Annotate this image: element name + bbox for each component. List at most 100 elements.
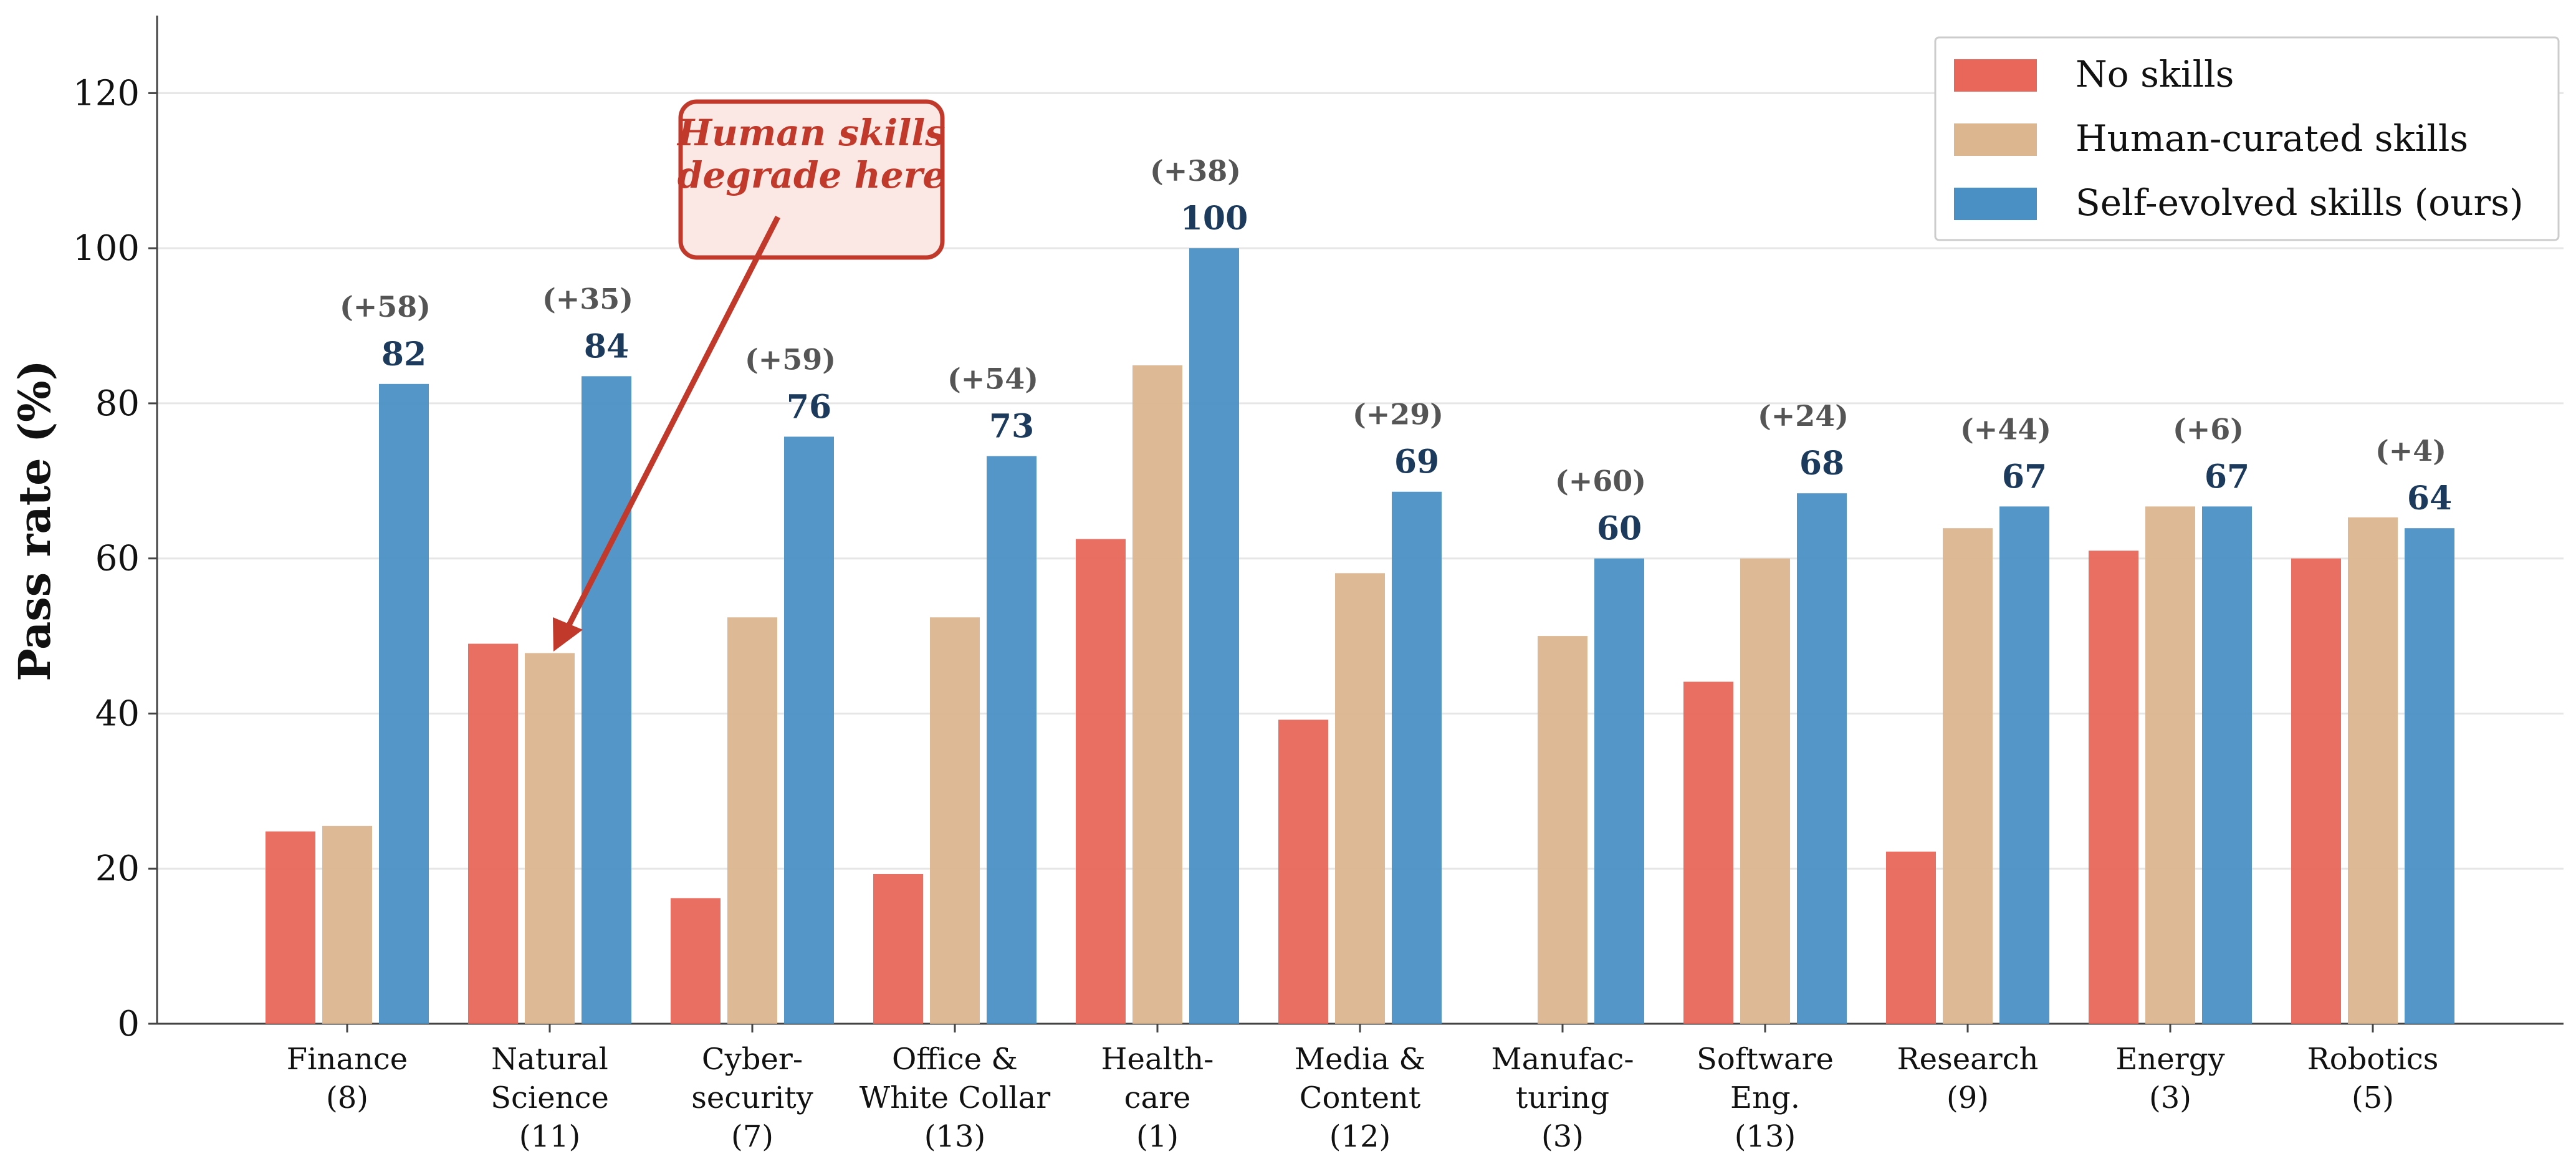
value-label: 73 bbox=[989, 408, 1034, 446]
bar-self-evolved bbox=[784, 436, 834, 1024]
delta-label: (+35) bbox=[542, 282, 633, 315]
bar-human-curated bbox=[322, 825, 372, 1024]
y-tick-label: 80 bbox=[95, 383, 140, 424]
x-tick-label: (8) bbox=[326, 1080, 368, 1115]
y-tick-label: 120 bbox=[73, 73, 140, 113]
x-tick-label: (9) bbox=[1946, 1080, 1989, 1115]
annotation-arrow-line bbox=[561, 215, 781, 637]
value-label: 67 bbox=[2205, 458, 2249, 496]
bar-no-skills bbox=[1278, 719, 1328, 1024]
x-tick-label: White Collar bbox=[859, 1080, 1051, 1115]
bar-human-curated bbox=[1132, 365, 1182, 1024]
delta-label: (+6) bbox=[2173, 412, 2244, 446]
bar-human-curated bbox=[727, 617, 777, 1024]
x-tick-label: Health- bbox=[1101, 1042, 1214, 1077]
value-label: 68 bbox=[1799, 445, 1844, 483]
delta-label: (+59) bbox=[745, 342, 836, 376]
bar-no-skills bbox=[671, 898, 721, 1024]
value-label: 67 bbox=[2002, 458, 2047, 496]
delta-label: (+60) bbox=[1555, 464, 1646, 498]
x-tick-label: turing bbox=[1516, 1080, 1609, 1115]
bar-no-skills bbox=[468, 643, 518, 1024]
x-tick-label: Finance bbox=[287, 1042, 408, 1077]
legend-label: Human-curated skills bbox=[2076, 117, 2468, 160]
x-tick-label: (7) bbox=[731, 1119, 773, 1154]
bar-self-evolved bbox=[2202, 506, 2252, 1024]
y-tick-labels: 0 20 40 60 80 100 120 bbox=[73, 73, 140, 1044]
x-tick-label: (3) bbox=[2149, 1080, 2191, 1115]
x-tick-label: (5) bbox=[2352, 1080, 2394, 1115]
x-tick-label: Manufac- bbox=[1491, 1042, 1634, 1077]
value-label: 84 bbox=[584, 327, 629, 365]
x-tick-label: Eng. bbox=[1730, 1080, 1800, 1115]
y-tick-label: 40 bbox=[95, 693, 140, 734]
bar-human-curated bbox=[1943, 528, 1993, 1024]
x-tick-label: Software bbox=[1697, 1042, 1834, 1077]
value-label: 76 bbox=[787, 388, 831, 426]
x-tick-label: (13) bbox=[1735, 1119, 1796, 1154]
legend-swatch bbox=[1954, 59, 2037, 92]
bar-self-evolved bbox=[1999, 506, 2049, 1024]
x-tick-label: (11) bbox=[519, 1119, 581, 1154]
bar-self-evolved bbox=[582, 376, 631, 1024]
legend-label: No skills bbox=[2076, 53, 2234, 95]
y-axis-label: Pass rate (%) bbox=[9, 360, 60, 681]
legend: No skills Human-curated skills Self-evolve… bbox=[1934, 36, 2560, 241]
bar-self-evolved bbox=[1594, 558, 1644, 1024]
annotation-text: Human skills bbox=[676, 112, 946, 154]
y-tick-label: 60 bbox=[95, 539, 140, 579]
x-tick-label: Natural bbox=[491, 1042, 608, 1077]
annotation-box bbox=[678, 99, 945, 260]
x-tick-label: (3) bbox=[1541, 1119, 1584, 1154]
delta-label: (+54) bbox=[947, 362, 1038, 396]
x-tick-label: security bbox=[691, 1080, 813, 1115]
y-tick-label: 20 bbox=[95, 849, 140, 889]
bar-human-curated bbox=[2348, 517, 2398, 1024]
delta-label: (+38) bbox=[1150, 154, 1241, 188]
value-label: 60 bbox=[1597, 510, 1642, 548]
bar-no-skills bbox=[1886, 851, 1936, 1024]
delta-label: (+29) bbox=[1353, 398, 1444, 431]
legend-label: Self-evolved skills (ours) bbox=[2076, 181, 2524, 224]
legend-swatch bbox=[1954, 123, 2037, 156]
bar-self-evolved bbox=[1797, 493, 1847, 1024]
bar-no-skills bbox=[2291, 558, 2341, 1024]
delta-label: (+58) bbox=[340, 290, 431, 324]
bar-human-curated bbox=[1538, 636, 1587, 1024]
data-labels: 82 (+58) 84 (+35) 76 (+59) 73 (+54) 100 (+38) 69 (+… bbox=[340, 154, 2452, 548]
bar-no-skills bbox=[2089, 551, 2138, 1024]
x-tick-label: Research bbox=[1897, 1042, 2039, 1077]
delta-label: (+44) bbox=[1960, 412, 2051, 446]
bar-human-curated bbox=[2145, 506, 2195, 1024]
x-tick-label: (1) bbox=[1136, 1119, 1179, 1154]
x-tick-label: Office & bbox=[892, 1042, 1018, 1077]
bar-self-evolved bbox=[2405, 528, 2454, 1024]
bar-no-skills bbox=[873, 873, 923, 1024]
x-tick-label: Content bbox=[1300, 1080, 1420, 1115]
delta-label: (+24) bbox=[1758, 399, 1849, 433]
x-tick-label: (13) bbox=[924, 1119, 986, 1154]
bar-human-curated bbox=[1740, 558, 1790, 1024]
x-tick-label: Energy bbox=[2115, 1042, 2224, 1077]
bar-self-evolved bbox=[1392, 491, 1442, 1024]
bars bbox=[266, 248, 2454, 1024]
bar-no-skills bbox=[266, 831, 315, 1024]
x-tick-label: Cyber- bbox=[702, 1042, 803, 1077]
x-tick-label: Robotics bbox=[2307, 1042, 2439, 1077]
bar-no-skills bbox=[1683, 681, 1733, 1024]
y-tick-label: 100 bbox=[73, 228, 140, 269]
x-tick-label: Media & bbox=[1295, 1042, 1425, 1077]
bar-human-curated bbox=[1335, 573, 1385, 1024]
bar-self-evolved bbox=[987, 456, 1037, 1024]
value-label: 82 bbox=[381, 335, 426, 373]
annotation-text: degrade here bbox=[678, 154, 946, 196]
value-label: 69 bbox=[1394, 443, 1439, 481]
bar-no-skills bbox=[1076, 539, 1126, 1024]
bar-self-evolved bbox=[1189, 248, 1239, 1024]
x-tick-label: Science bbox=[491, 1080, 609, 1115]
x-tick-label: (12) bbox=[1329, 1119, 1391, 1154]
bar-human-curated bbox=[525, 653, 575, 1024]
y-tick-label: 0 bbox=[117, 1004, 140, 1044]
